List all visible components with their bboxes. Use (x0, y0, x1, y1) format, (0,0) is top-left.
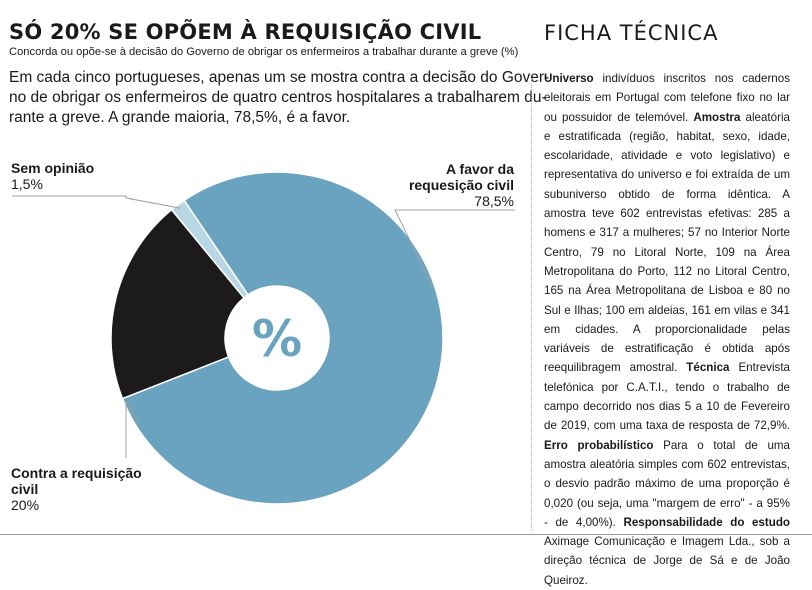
ficha-term: Amostra (693, 110, 741, 124)
chart-title: SÓ 20% SE OPÕEM À REQUISIÇÃO CIVIL (9, 20, 482, 44)
ficha-tecnica-text: Universo indivíduos inscritos nos cadern… (544, 69, 790, 590)
lead-line: Em cada cinco portugueses, apenas um se … (9, 69, 550, 86)
leader-line-sem-opiniao (12, 195, 181, 209)
donut-center-label: % (252, 310, 302, 368)
label-contra: Contra a requisição civil 20% (11, 465, 142, 513)
ficha-text: Entrevista telefónica por C.A.T.I., tend… (544, 361, 790, 433)
slice-label: requesição civil (408, 177, 514, 193)
lead-line: no de obrigar os enfermeiros de quatro c… (9, 89, 547, 106)
ficha-text: aleatória e estratificada (região, habit… (544, 110, 790, 375)
ficha-term: Técnica (686, 361, 730, 375)
chart-subtitle: Concorda ou opõe-se à decisão do Governo… (9, 46, 519, 58)
pie-slice (110, 208, 246, 400)
lead-line: rante a greve. A grande maioria, 78,5%, … (9, 109, 351, 126)
bottom-rule (0, 534, 812, 535)
label-sem-opiniao: Sem opinião 1,5% (11, 160, 94, 192)
ficha-term: Universo (544, 72, 594, 85)
donut-chart: % Sem opinião 1,5% A favor da requesição… (0, 140, 530, 540)
pie-slice (121, 171, 444, 505)
ficha-title: FICHA TÉCNICA (544, 21, 719, 45)
ficha-term: Erro probabilístico (544, 438, 654, 452)
label-a-favor: A favor da requesição civil 78,5% (409, 161, 514, 209)
slice-value: 20% (11, 497, 40, 513)
slice-label: A favor da (446, 161, 514, 177)
column-divider (531, 78, 532, 530)
pie-slice (170, 199, 249, 299)
ficha-text: Para o total de uma amostra aleatória si… (544, 438, 791, 529)
leader-line-contra (125, 400, 141, 458)
ficha-text: indivíduos inscritos nos cadernos eleito… (544, 72, 790, 124)
slice-value: 1,5% (11, 176, 43, 192)
slice-label: Sem opinião (11, 160, 95, 176)
slice-label: civil (11, 481, 39, 497)
leader-line-a-favor (394, 209, 515, 288)
slice-value: 78,5% (474, 193, 514, 209)
donut-svg: % (12, 171, 515, 505)
ficha-term: Responsabilidade do estudo (623, 515, 790, 529)
slice-label: Contra a requisição (11, 465, 142, 481)
lead-paragraph: Em cada cinco portugueses, apenas um se … (9, 68, 550, 128)
